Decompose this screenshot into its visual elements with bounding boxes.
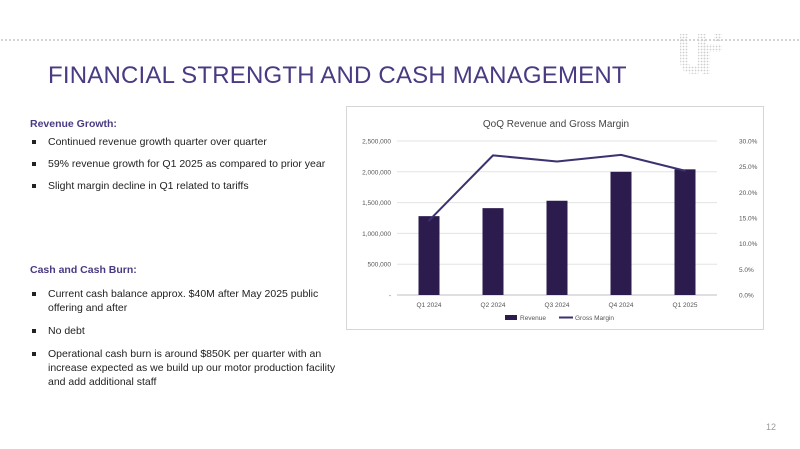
cash-burn-list: Current cash balance approx. $40M after … [30, 287, 340, 398]
chart-title: QoQ Revenue and Gross Margin [483, 119, 629, 130]
chart-canvas: QoQ Revenue and Gross Margin - 500,000 1,0… [362, 119, 758, 322]
y-left-tick-label: 2,000,000 [362, 169, 391, 176]
x-tick-label: Q3 2024 [545, 302, 570, 309]
point-gross-margin [428, 219, 430, 222]
point-gross-margin [492, 154, 494, 157]
list-item: Slight margin decline in Q1 related to t… [30, 176, 340, 196]
bar-revenue [482, 208, 504, 295]
list-item: Operational cash burn is around $850K pe… [30, 347, 340, 389]
y-right-tick-label: 20.0% [739, 190, 758, 197]
x-tick-label: Q1 2025 [673, 302, 698, 309]
point-gross-margin [556, 160, 558, 163]
legend-label-gross-margin: Gross Margin [575, 315, 614, 322]
bar-revenue [418, 216, 440, 295]
point-gross-margin [620, 154, 622, 156]
y-left-tick-label: - [389, 293, 391, 300]
y-left-tick-label: 2,500,000 [362, 139, 391, 146]
y-right-tick-label: 25.0% [739, 164, 758, 171]
y-left-tick-label: 500,000 [368, 262, 392, 269]
legend-swatch-revenue [505, 315, 517, 320]
y-right-tick-label: 10.0% [739, 241, 758, 248]
y-right-tick-label: 0.0% [739, 293, 754, 300]
point-gross-margin [684, 169, 686, 172]
x-tick-label: Q4 2024 [609, 302, 634, 309]
x-tick-label: Q2 2024 [481, 302, 506, 309]
y-left-tick-label: 1,000,000 [362, 231, 391, 238]
page-number: 12 [766, 422, 777, 432]
company-logo-icon [680, 34, 722, 74]
revenue-growth-list: Continued revenue growth quarter over qu… [30, 132, 340, 198]
y-right-tick-label: 5.0% [739, 267, 754, 274]
x-tick-label: Q1 2024 [417, 302, 442, 309]
cash-burn-heading: Cash and Cash Burn: [30, 264, 137, 276]
list-item: 59% revenue growth for Q1 2025 as compar… [30, 154, 340, 174]
slide-title: FINANCIAL STRENGTH AND CASH MANAGEMENT [48, 62, 627, 89]
legend-label-revenue: Revenue [520, 315, 546, 322]
dotted-header-band [0, 38, 800, 42]
bar-revenue [610, 171, 632, 295]
list-item: Current cash balance approx. $40M after … [30, 287, 340, 315]
y-right-tick-label: 30.0% [739, 139, 758, 146]
bar-revenue [546, 200, 568, 295]
list-item: No debt [30, 324, 340, 338]
list-item: Continued revenue growth quarter over qu… [30, 132, 340, 152]
revenue-growth-heading: Revenue Growth: [30, 118, 117, 130]
bar-revenue [674, 169, 696, 295]
y-right-tick-label: 15.0% [739, 216, 758, 223]
y-left-tick-label: 1,500,000 [362, 200, 391, 207]
revenue-margin-chart: QoQ Revenue and Gross Margin - 500,000 1,0… [346, 106, 764, 330]
